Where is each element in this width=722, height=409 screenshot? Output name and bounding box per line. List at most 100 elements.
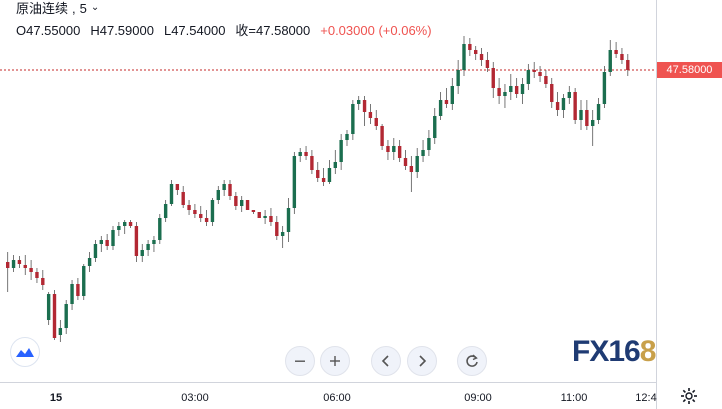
candlestick-plot[interactable]: [0, 0, 656, 382]
zoom-out-button[interactable]: [285, 346, 315, 376]
candle: [503, 84, 507, 108]
zoom-in-button[interactable]: [320, 346, 350, 376]
time-axis[interactable]: 15 03:00 06:00 09:00 11:00 12:4: [0, 382, 657, 409]
time-label: 06:00: [323, 392, 351, 404]
tradingview-logo[interactable]: [10, 337, 40, 367]
candle: [146, 240, 150, 256]
candle: [234, 192, 238, 210]
candle: [187, 200, 191, 215]
candle: [175, 184, 180, 195]
candle: [105, 234, 109, 250]
candle: [82, 264, 86, 300]
candle: [204, 210, 209, 226]
candle: [561, 94, 566, 118]
time-label: 15: [49, 392, 63, 404]
candle: [362, 96, 367, 126]
candle: [544, 70, 548, 88]
candle: [433, 108, 437, 144]
candle: [23, 255, 27, 275]
candle: [152, 236, 156, 252]
candle: [70, 280, 74, 310]
candle: [614, 42, 618, 58]
chevron-down-icon[interactable]: ⌄: [90, 1, 100, 13]
candle: [210, 198, 215, 226]
candle: [397, 140, 402, 162]
candle: [626, 54, 630, 76]
candle: [64, 300, 68, 334]
candle: [99, 236, 103, 252]
candle: [292, 152, 297, 214]
candle: [520, 78, 525, 104]
time-label: 11:00: [560, 392, 588, 404]
candle: [596, 98, 601, 124]
candle: [245, 200, 250, 210]
legend-separator: ,: [72, 0, 76, 16]
candle: [275, 216, 279, 240]
candle: [474, 46, 478, 60]
candle: [58, 320, 63, 342]
low-value: L47.54000: [163, 23, 226, 38]
candle: [327, 160, 332, 184]
candle: [158, 214, 162, 244]
candle: [93, 240, 98, 262]
candle: [52, 290, 57, 340]
candle: [163, 200, 168, 222]
candle: [392, 138, 396, 160]
candle: [526, 64, 531, 90]
candle: [35, 268, 39, 283]
candle: [380, 124, 384, 150]
gear-icon[interactable]: [680, 387, 698, 405]
high-value: H47.59000: [90, 23, 154, 38]
candle: [216, 186, 220, 204]
candle: [421, 140, 425, 162]
candle: [240, 196, 244, 212]
chevron-right-icon: [419, 355, 427, 367]
interval-label[interactable]: 5: [79, 0, 87, 16]
time-label: 09:00: [464, 392, 492, 404]
candle: [199, 206, 203, 222]
candle: [468, 38, 472, 56]
symbol-name[interactable]: 原油连续: [16, 0, 69, 16]
scroll-left-button[interactable]: [371, 346, 401, 376]
candle: [263, 210, 267, 224]
candle: [41, 270, 45, 290]
candle: [491, 62, 495, 98]
candle: [46, 292, 51, 325]
candle: [280, 226, 285, 248]
candle: [298, 148, 302, 162]
chevron-left-icon: [381, 355, 389, 367]
candle: [456, 60, 460, 94]
candle: [193, 204, 197, 218]
open-value: O47.55000: [16, 23, 81, 38]
candle: [415, 148, 419, 178]
candle: [591, 110, 595, 146]
candle: [11, 255, 16, 272]
candle: [374, 110, 378, 130]
candle: [532, 62, 536, 78]
candle: [555, 92, 560, 116]
candle: [6, 252, 10, 292]
candle: [462, 36, 466, 76]
candle: [345, 130, 349, 146]
candle: [169, 180, 174, 206]
candle: [117, 222, 121, 236]
candle: [87, 252, 92, 272]
last-price-badge: 47.58000: [657, 62, 722, 78]
candle: [339, 134, 343, 170]
chart-logo-icon: [16, 348, 34, 357]
candle: [509, 74, 513, 100]
candle: [485, 52, 490, 72]
candle: [76, 278, 80, 300]
candle: [497, 78, 501, 104]
scroll-right-button[interactable]: [407, 346, 437, 376]
candle: [310, 150, 314, 174]
candle: [550, 78, 554, 108]
close-value: 收=47.58000: [235, 23, 311, 38]
candle: [403, 150, 408, 170]
reset-chart-button[interactable]: [457, 346, 487, 376]
candle: [386, 140, 390, 160]
candle: [479, 48, 484, 66]
candle: [351, 100, 355, 140]
candle: [538, 66, 542, 82]
